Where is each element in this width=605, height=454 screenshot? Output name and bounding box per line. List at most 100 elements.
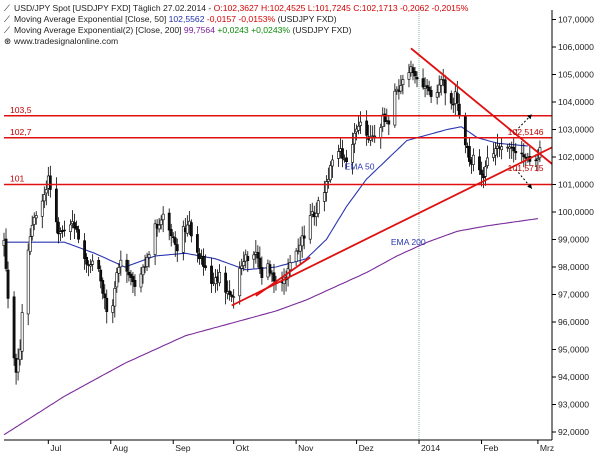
candle-up — [379, 127, 383, 138]
candle-up — [34, 215, 38, 219]
candle-up — [316, 200, 320, 214]
x-tick-label: Aug — [113, 443, 129, 453]
ema200-line — [3, 218, 538, 436]
candle-up — [308, 215, 312, 240]
y-tick-label: 96,0000 — [558, 317, 589, 327]
candle-up — [238, 268, 242, 297]
legend-ohlc-values: O:102,3627 H:102,4525 L:101,7245 C:102,1… — [213, 3, 469, 13]
candle-up — [89, 264, 93, 267]
candle-up — [326, 179, 330, 182]
trendline-support — [231, 146, 553, 307]
trendline-layer — [231, 47, 553, 307]
candle-up — [26, 249, 30, 315]
candle-up — [288, 262, 292, 271]
candle-up — [139, 273, 143, 288]
source-url[interactable]: www.tradesignalonline.com — [14, 36, 119, 46]
y-tick-label: 103,0000 — [558, 125, 594, 135]
candle-down — [421, 78, 425, 88]
candle-up — [153, 223, 157, 255]
candle-up — [439, 79, 443, 86]
legend-symbol-text: USD/JPY Spot [USDJPY FXD] Täglich 27.02.… — [14, 3, 214, 13]
line-chart-icon: ⟋ — [4, 25, 11, 35]
level-value-annotation: 102,5146 — [508, 127, 544, 137]
arrowhead-icon — [527, 183, 532, 189]
y-tick-label: 99,0000 — [558, 235, 589, 245]
candle-down — [75, 226, 78, 230]
x-tick-label: Feb — [483, 443, 498, 453]
y-tick-label: 107,0000 — [558, 15, 594, 25]
arrowhead-icon — [527, 114, 532, 120]
candle-down — [463, 115, 467, 146]
candle-down — [520, 152, 524, 155]
legend-row-ema50: ⟋ Moving Average Exponential [Close, 50] … — [4, 14, 337, 24]
candle-down — [167, 212, 171, 231]
candle-up — [492, 153, 495, 158]
candle-down — [478, 156, 481, 171]
candle-down — [413, 71, 417, 77]
candle-down — [383, 113, 387, 122]
candle-down — [99, 269, 103, 282]
candle-up — [69, 224, 72, 232]
candle-down — [246, 256, 250, 261]
candle-up — [300, 235, 304, 247]
candle-down — [480, 169, 483, 175]
candle-down — [127, 271, 131, 276]
candle-down — [97, 260, 101, 270]
candle-up — [44, 189, 48, 194]
candle-up — [40, 200, 44, 217]
legend-ema50-name: Moving Average Exponential [Close, 50] — [14, 14, 169, 24]
candle-up — [500, 146, 504, 151]
level-value-annotation: 101,5715 — [508, 163, 544, 173]
candle-down — [189, 222, 193, 237]
candle-down — [224, 272, 228, 293]
candle-down — [169, 229, 173, 237]
legend-row-ema200: ⟋ Moving Average Exponential(2) [Close, 2… — [4, 25, 351, 35]
candle-down — [204, 265, 207, 268]
candle-up — [18, 349, 22, 361]
legend-ema200-change: +0,0243 +0,0243% — [215, 25, 291, 35]
trendline-lower-support — [255, 256, 311, 297]
candle-up — [298, 244, 302, 252]
horizontal-level-label: 101 — [10, 174, 25, 184]
candle-down — [73, 222, 76, 229]
horizontal-level-label: 103,5 — [10, 105, 32, 115]
candle-down — [173, 237, 177, 245]
candle-down — [365, 120, 369, 136]
candle-up — [28, 236, 32, 252]
candle-up — [157, 224, 161, 230]
candle-down — [258, 257, 262, 269]
candle-up — [232, 296, 236, 298]
candle-down — [272, 272, 276, 282]
candle-down — [6, 269, 10, 299]
y-tick-label: 93,0000 — [558, 400, 589, 410]
candle-down — [514, 150, 518, 154]
candle-down — [345, 157, 348, 163]
candle-down — [4, 238, 8, 269]
legend-row-symbol: ⟋ USD/JPY Spot [USDJPY FXD] Täglich 27.02… — [4, 3, 468, 13]
candle-up — [181, 226, 185, 253]
candle-down — [230, 294, 234, 297]
ema200-layer — [3, 218, 538, 436]
x-tick-label: 2014 — [421, 443, 440, 453]
y-tick-label: 97,0000 — [558, 290, 589, 300]
candle-down — [467, 146, 471, 162]
horizontal-level-label: 102,7 — [10, 127, 32, 137]
candle-up — [159, 219, 163, 225]
ema-annotation: EMA 200 — [391, 237, 426, 247]
x-tick-label: Jul — [50, 443, 61, 453]
candle-down — [202, 255, 205, 267]
candle-up — [16, 358, 20, 373]
candle-down — [77, 229, 80, 240]
candle-down — [427, 86, 431, 92]
candle-up — [536, 158, 540, 161]
candle-up — [486, 157, 489, 166]
trendline-resistance — [410, 47, 553, 165]
candle-down — [341, 148, 344, 159]
candle-down — [198, 253, 201, 260]
candle-up — [357, 125, 360, 131]
y-tick-label: 104,0000 — [558, 97, 594, 107]
candle-down — [228, 290, 232, 295]
candle-up — [218, 271, 221, 284]
candle-up — [145, 257, 149, 267]
